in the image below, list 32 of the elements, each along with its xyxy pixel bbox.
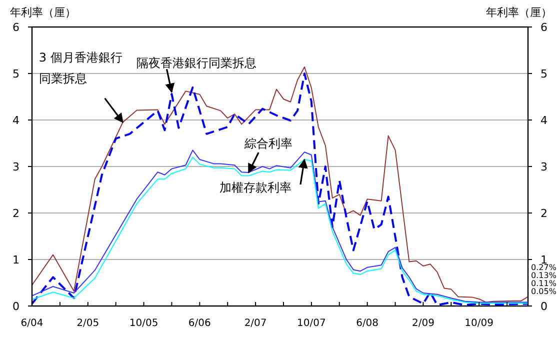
y-tick-label: 6 bbox=[12, 21, 20, 34]
y-tick-label: 4 bbox=[12, 114, 20, 127]
x-tick-label: 2/07 bbox=[244, 318, 267, 329]
y-tick-label: 3 bbox=[12, 160, 20, 174]
text: 0.27% bbox=[531, 263, 557, 272]
y2-tick-label: 3 bbox=[540, 160, 548, 174]
x-tick-label: 6/08 bbox=[356, 318, 379, 329]
y-axis-title: 年利率（厘） bbox=[10, 6, 76, 19]
x-tick-label: 10/09 bbox=[464, 318, 494, 329]
y2-tick-label: 4 bbox=[540, 114, 548, 127]
y2-tick-label: 6 bbox=[540, 21, 548, 34]
y2-tick-label: 2 bbox=[540, 207, 548, 220]
text: 0.11% bbox=[531, 279, 557, 288]
text: 0.13% bbox=[531, 271, 557, 280]
y-tick-label: 1 bbox=[12, 254, 20, 266]
x-tick-label: 2/05 bbox=[76, 318, 100, 329]
x-tick-label: 10/05 bbox=[129, 318, 158, 329]
y-tick-label: 0 bbox=[12, 300, 20, 313]
y-tick-label: 2 bbox=[12, 207, 20, 220]
y2-axis-title: 年利率（厘） bbox=[486, 6, 552, 19]
x-tick-label: 6/06 bbox=[188, 318, 211, 329]
x-tick-label: 2/09 bbox=[412, 318, 434, 329]
annotation: 3 個月香港銀行同業拆息 bbox=[38, 50, 122, 86]
y-tick-label: 5 bbox=[12, 68, 20, 80]
annotation: 加權存款利率 bbox=[219, 180, 292, 195]
y2-tick-label: 0 bbox=[540, 300, 548, 313]
x-tick-label: 6/04 bbox=[20, 318, 44, 329]
x-tick-label: 10/07 bbox=[297, 318, 326, 329]
annotation: 綜合利率 bbox=[244, 136, 293, 151]
annotation: 隔夜香港銀行同業拆息 bbox=[136, 56, 257, 70]
y2-tick-label: 5 bbox=[540, 68, 548, 80]
text: 0.05% bbox=[531, 287, 557, 296]
